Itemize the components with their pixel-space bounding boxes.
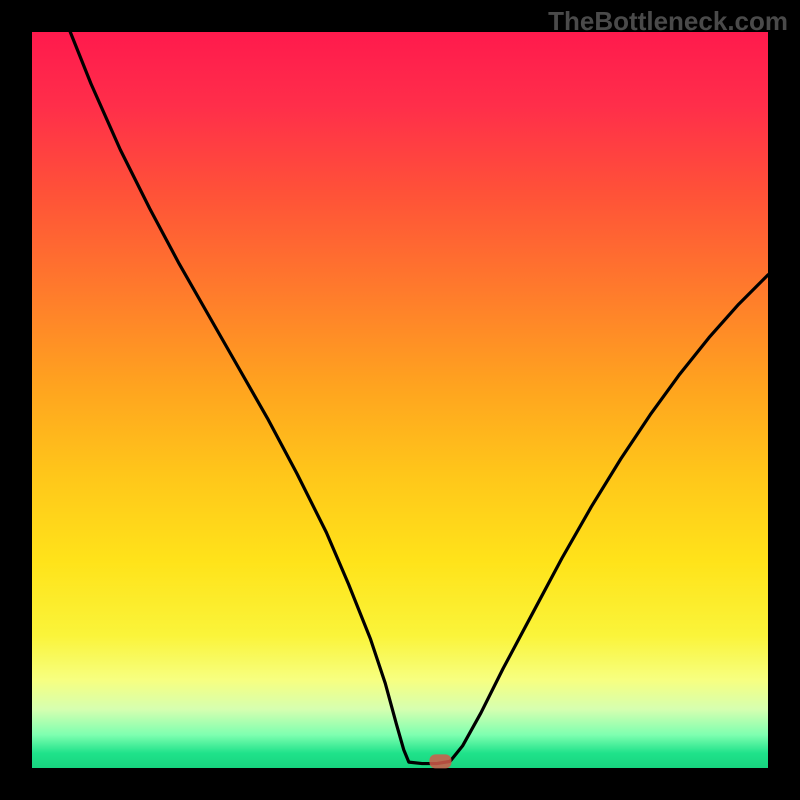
watermark-text: TheBottleneck.com — [548, 6, 788, 37]
plot-area-rect — [32, 32, 768, 768]
optimal-point-marker — [429, 754, 451, 768]
chart-canvas: TheBottleneck.com — [0, 0, 800, 800]
bottleneck-chart-svg — [0, 0, 800, 800]
